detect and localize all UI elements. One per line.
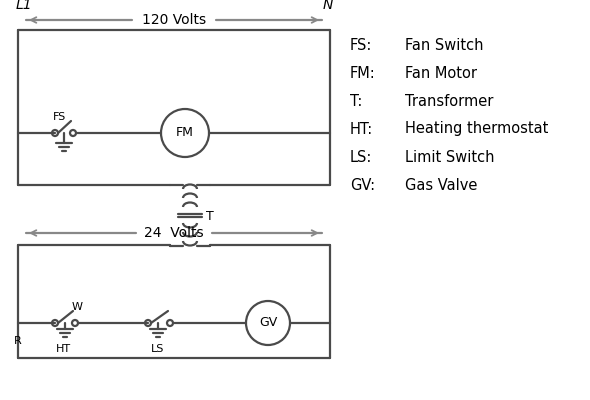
Text: GV: GV <box>259 316 277 330</box>
Text: R: R <box>14 336 22 346</box>
Text: Heating thermostat: Heating thermostat <box>405 122 548 136</box>
Text: FS:: FS: <box>350 38 372 52</box>
Text: Fan Switch: Fan Switch <box>405 38 483 52</box>
Text: Gas Valve: Gas Valve <box>405 178 477 192</box>
Text: T:: T: <box>350 94 362 108</box>
Circle shape <box>246 301 290 345</box>
Text: N: N <box>323 0 333 12</box>
Circle shape <box>161 109 209 157</box>
Text: LS:: LS: <box>350 150 372 164</box>
Text: LS: LS <box>151 344 165 354</box>
Text: HT:: HT: <box>350 122 373 136</box>
Text: L1: L1 <box>16 0 32 12</box>
Text: Transformer: Transformer <box>405 94 493 108</box>
Text: Limit Switch: Limit Switch <box>405 150 494 164</box>
Text: T: T <box>206 210 214 222</box>
Text: W: W <box>71 302 83 312</box>
Text: FM: FM <box>176 126 194 140</box>
Text: 120 Volts: 120 Volts <box>142 13 206 27</box>
Text: FM:: FM: <box>350 66 376 80</box>
Text: GV:: GV: <box>350 178 375 192</box>
Text: FS: FS <box>53 112 67 122</box>
Text: Fan Motor: Fan Motor <box>405 66 477 80</box>
Text: 24  Volts: 24 Volts <box>144 226 204 240</box>
Text: HT: HT <box>55 344 71 354</box>
